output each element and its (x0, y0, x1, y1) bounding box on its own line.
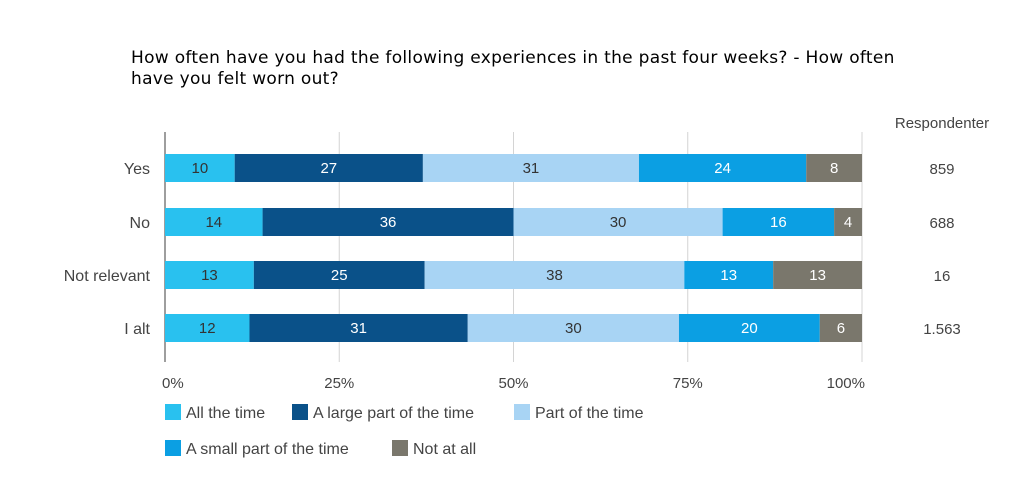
x-tick-label: 0% (162, 375, 184, 392)
legend: All the time A large part of the time Part… (165, 404, 644, 458)
data-label: 6 (837, 320, 845, 337)
data-label: 13 (201, 267, 218, 284)
bar-segment (262, 208, 514, 236)
legend-swatch (514, 404, 530, 420)
bar-segment (773, 261, 862, 289)
respondents-value: 859 (929, 161, 954, 178)
bar-segment (165, 208, 263, 236)
bar-segment (424, 261, 685, 289)
data-label: 10 (192, 160, 209, 177)
bar-segment (806, 154, 862, 182)
data-label: 24 (714, 160, 731, 177)
category-label: Yes (124, 161, 150, 178)
bar-segment (165, 154, 235, 182)
x-tick-label: 100% (827, 375, 865, 392)
legend-swatch (392, 440, 408, 456)
bar-segment (722, 208, 835, 236)
x-axis-ticks: 0% 25% 50% 75% 100% (162, 375, 865, 392)
x-tick-label: 50% (498, 375, 528, 392)
data-label: 12 (199, 320, 216, 337)
bar-segment (678, 314, 820, 342)
respondents-value: 1.563 (923, 321, 961, 338)
bar-segment (422, 154, 639, 182)
x-tick-label: 25% (324, 375, 354, 392)
chart-title-line: How often have you had the following exp… (131, 48, 895, 68)
legend-swatch (292, 404, 308, 420)
data-label: 31 (523, 160, 540, 177)
data-label: 31 (350, 320, 367, 337)
legend-swatch (165, 404, 181, 420)
data-label: 14 (205, 214, 222, 231)
data-label: 13 (720, 267, 737, 284)
data-label: 38 (546, 267, 563, 284)
bar-segment (165, 261, 254, 289)
data-label: 30 (610, 214, 627, 231)
bars: 10 27 31 24 8 14 36 30 16 4 13 25 38 13 13 12 31 30 20 6 (165, 154, 862, 342)
x-tick-label: 75% (673, 375, 703, 392)
chart-title-line: have you felt worn out? (131, 69, 339, 89)
bar-segment (249, 314, 468, 342)
bar-segment (638, 154, 807, 182)
data-label: 8 (830, 160, 838, 177)
respondents-value: 16 (934, 268, 951, 285)
category-label: I alt (124, 321, 150, 338)
legend-label: A large part of the time (313, 405, 474, 422)
bar-segment (467, 314, 679, 342)
data-label: 30 (565, 320, 582, 337)
bar-segment (513, 208, 723, 236)
bar-segment (819, 314, 862, 342)
data-label: 16 (770, 214, 787, 231)
data-label: 27 (320, 160, 337, 177)
category-label: Not relevant (64, 268, 151, 285)
legend-label: All the time (186, 405, 265, 422)
respondents-value: 688 (929, 215, 954, 232)
legend-label: A small part of the time (186, 441, 349, 458)
bar-segment (834, 208, 862, 236)
chart-title: How often have you had the following exp… (131, 48, 895, 89)
bar-segment (253, 261, 425, 289)
respondents-header: Respondenter (895, 115, 989, 132)
bar-segment (684, 261, 774, 289)
data-label: 4 (844, 214, 852, 231)
respondents-column: Respondenter 859 688 16 1.563 (895, 115, 989, 338)
bar-segment (234, 154, 423, 182)
legend-swatch (165, 440, 181, 456)
legend-label: Not at all (413, 441, 476, 458)
legend-label: Part of the time (535, 405, 644, 422)
data-label: 13 (809, 267, 826, 284)
data-label: 25 (331, 267, 348, 284)
category-label: No (130, 215, 151, 232)
data-label: 20 (741, 320, 758, 337)
bar-segment (165, 314, 250, 342)
data-label: 36 (380, 214, 397, 231)
category-labels: Yes No Not relevant I alt (64, 161, 151, 338)
